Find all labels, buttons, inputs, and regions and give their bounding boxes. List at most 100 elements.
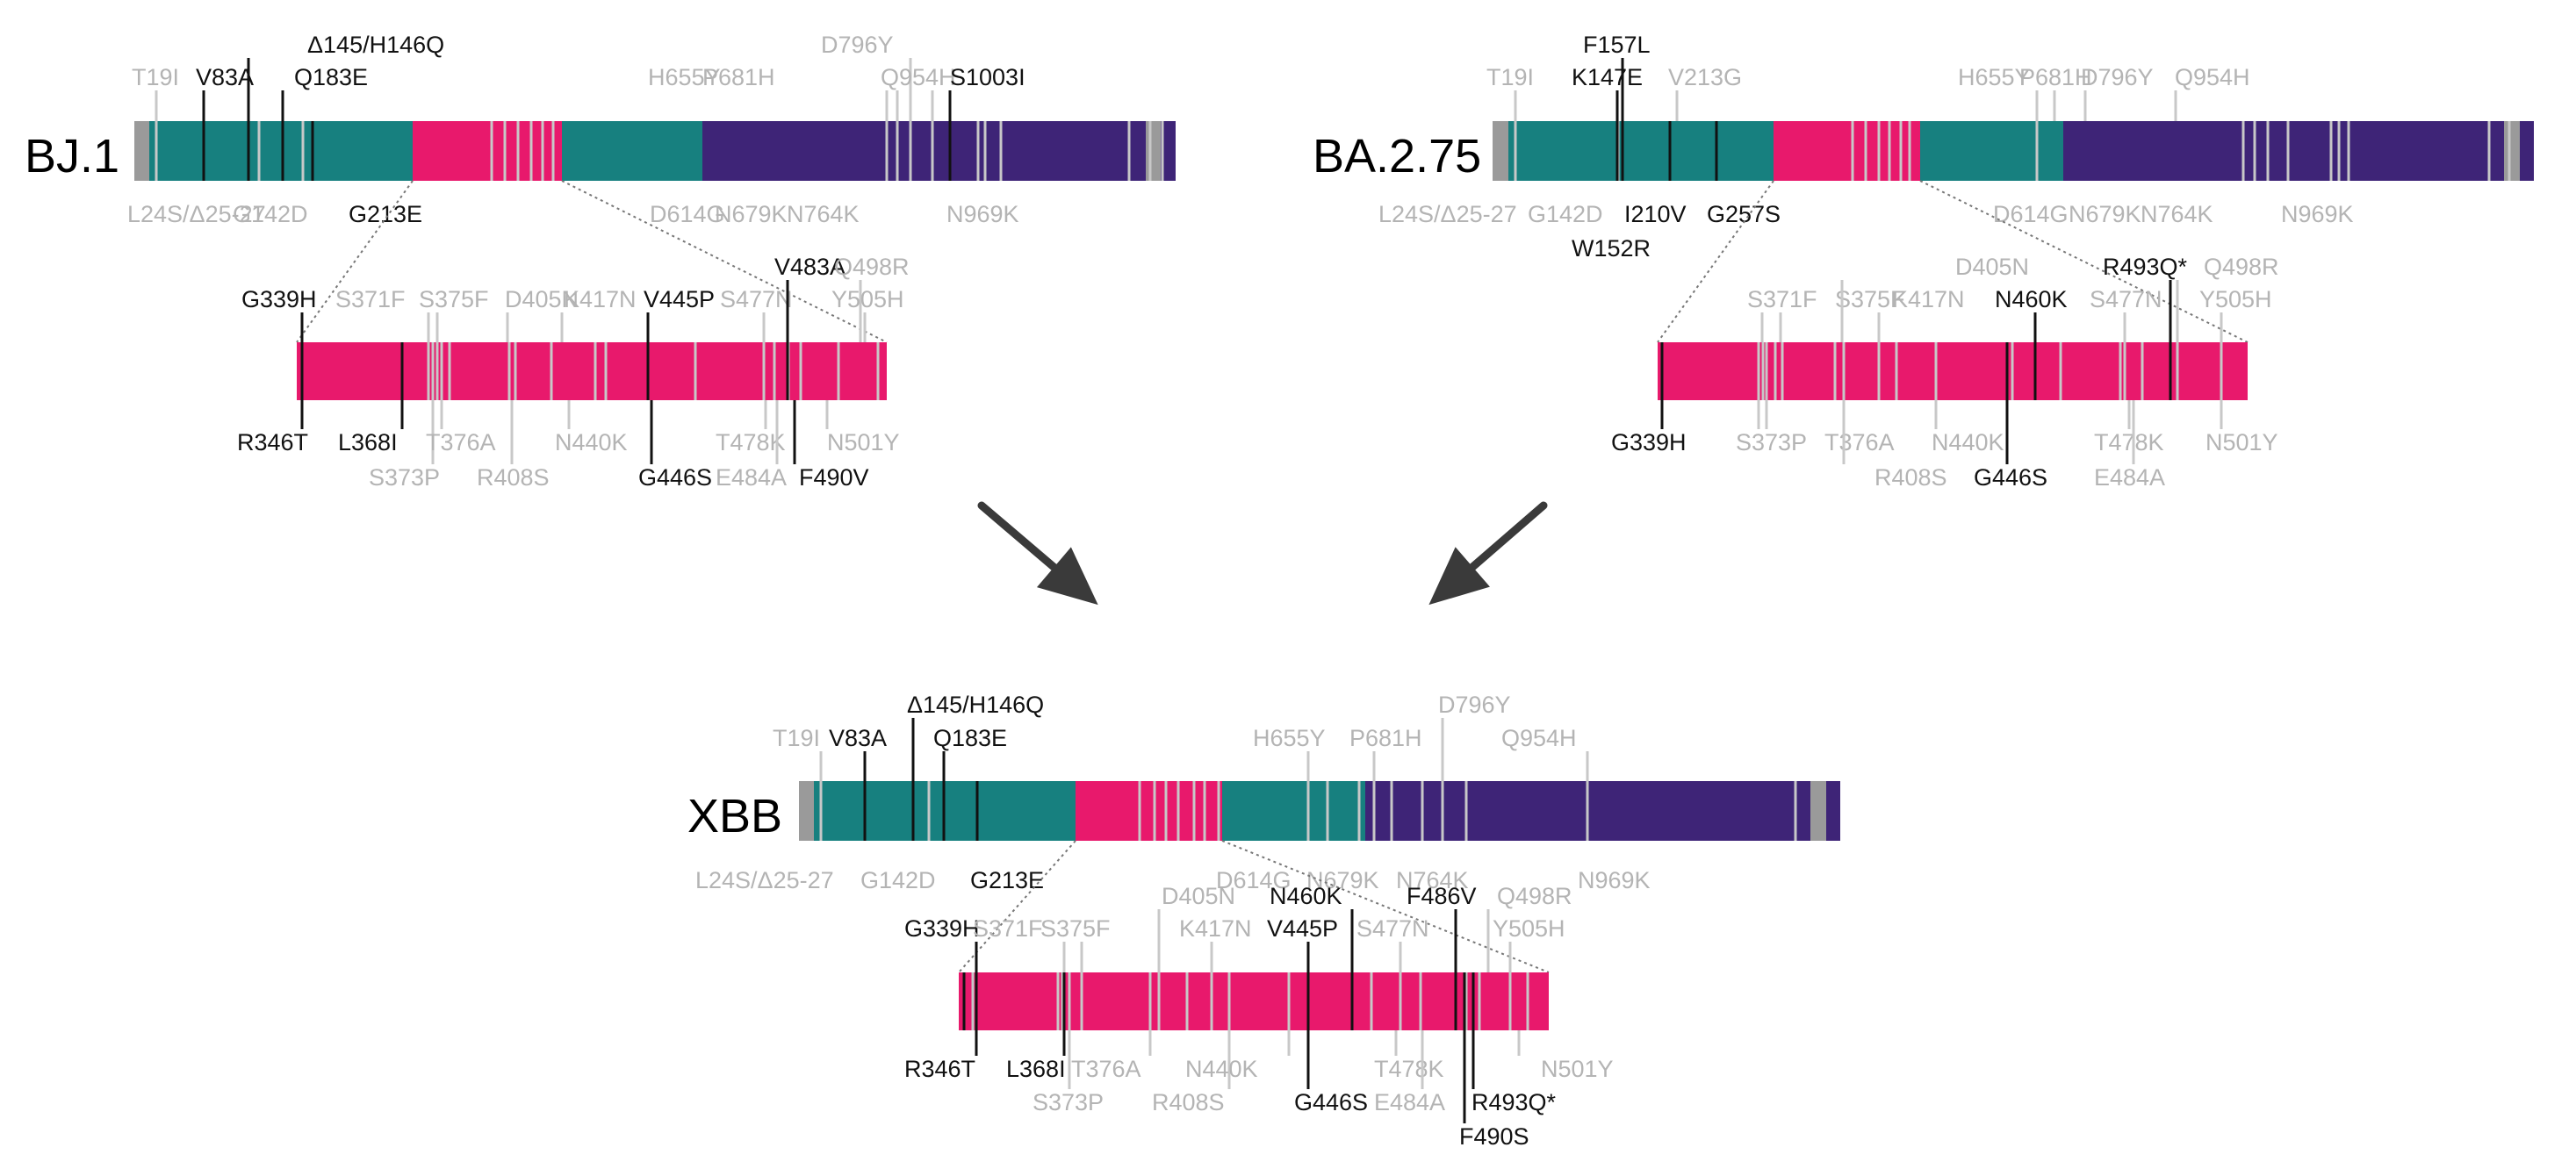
rbd-label-above: S477N — [1356, 915, 1429, 942]
spike-label-above: Q954H — [881, 64, 956, 90]
spike-segment-ntd — [1508, 121, 1774, 181]
spike-segment-s2 — [1161, 121, 1176, 181]
rbd-label-above: Q498R — [1497, 883, 1572, 909]
rbd-label-above: V445P — [1267, 915, 1338, 942]
rbd-bar — [297, 342, 887, 400]
rbd-label-above: F486V — [1407, 883, 1477, 909]
variant-name-ba-2-75: BA.2.75 — [1313, 130, 1481, 183]
spike-label-above: D796Y — [2081, 64, 2154, 90]
spike-segment-s2 — [702, 121, 1146, 181]
rbd-label-above: S371F — [1747, 286, 1817, 312]
spike-segment-rbd — [413, 121, 562, 181]
rbd-label-above: S375F — [1835, 286, 1905, 312]
rbd-bar — [1658, 342, 2248, 400]
spike-label-below: D614G — [1993, 201, 2069, 227]
spike-label-above: Δ145/H146Q — [307, 32, 444, 58]
rbd-label-below: R346T — [904, 1056, 975, 1082]
spike-segment-terminal — [1146, 121, 1161, 181]
spike-segment-ntd — [1222, 781, 1365, 841]
rbd-label-below: L368I — [338, 429, 398, 455]
spike-label-below: N969K — [1578, 867, 1651, 893]
rbd-label-below: E484A — [1374, 1089, 1445, 1115]
rbd-label-below: N501Y — [827, 429, 900, 455]
spike-label-above: H655Y — [648, 64, 721, 90]
rbd-label-below: G446S — [638, 464, 712, 491]
zoom-line-left — [296, 180, 414, 343]
arrow-bj1-to-xbb-head — [1036, 547, 1098, 606]
spike-segment-terminal — [134, 121, 149, 181]
spike-segment-rbd — [1774, 121, 1920, 181]
spike-segment-s2 — [1826, 781, 1840, 841]
rbd-label-above: D405N — [1162, 883, 1235, 909]
spike-segment-terminal — [799, 781, 814, 841]
spike-label-above: Q183E — [933, 725, 1007, 751]
rbd-label-above: G339H — [241, 286, 317, 312]
spike-label-above: T19I — [773, 725, 820, 751]
spike-segment-terminal — [2504, 121, 2520, 181]
rbd-label-above: R493Q* — [2103, 254, 2188, 280]
spike-label-below: G142D — [1528, 201, 1603, 227]
rbd-label-below: N501Y — [2205, 429, 2278, 455]
spike-label-below: I210V — [1624, 201, 1687, 227]
spike-label-above: T19I — [132, 64, 179, 90]
spike-label-above: P681H — [1349, 725, 1422, 751]
rbd-label-above: V483A — [774, 254, 845, 280]
zoom-line-right — [561, 180, 888, 343]
spike-segment-s2 — [2063, 121, 2504, 181]
spike-label-above: P681H — [702, 64, 775, 90]
zoom-line-left — [958, 840, 1076, 973]
rbd-label-below: T478K — [716, 429, 786, 455]
spike-label-below: G142D — [233, 201, 308, 227]
spike-label-below: N969K — [2281, 201, 2354, 227]
rbd-label-below: R346T — [237, 429, 308, 455]
rbd-label-below: T478K — [1374, 1056, 1444, 1082]
rbd-label-above: N460K — [1270, 883, 1342, 909]
rbd-label-below: S373P — [369, 464, 440, 491]
rbd-label-below: F490S — [1459, 1123, 1529, 1150]
rbd-label-below: N440K — [555, 429, 628, 455]
rbd-label-below: N501Y — [1541, 1056, 1614, 1082]
rbd-label-above: K417N — [1892, 286, 1965, 312]
rbd-label-above: Q498R — [834, 254, 910, 280]
rbd-label-below: N440K — [1185, 1056, 1258, 1082]
spike-segment-ntd — [149, 121, 413, 181]
rbd-label-above: S371F — [973, 915, 1043, 942]
rbd-label-below: F490V — [799, 464, 869, 491]
spike-label-below: L24S/Δ25-27 — [127, 201, 266, 227]
spike-label-above: T19I — [1486, 64, 1534, 90]
rbd-label-below: E484A — [716, 464, 787, 491]
spike-label-below: L24S/Δ25-27 — [1378, 201, 1517, 227]
spike-segment-terminal — [1493, 121, 1508, 181]
spike-label-below: W152R — [1572, 235, 1651, 262]
rbd-label-above: S375F — [1040, 915, 1111, 942]
arrow-ba275-to-xbb-head — [1428, 547, 1490, 606]
spike-label-below: D614G — [1216, 867, 1292, 893]
rbd-label-below: G339H — [1611, 429, 1687, 455]
rbd-label-below: L368I — [1006, 1056, 1066, 1082]
spike-segment-s2 — [2520, 121, 2534, 181]
spike-label-above: P681H — [2019, 64, 2092, 90]
rbd-label-above: S375F — [419, 286, 489, 312]
rbd-label-above: K417N — [564, 286, 637, 312]
rbd-label-above: V445P — [644, 286, 715, 312]
variant-name-bj-1: BJ.1 — [25, 130, 119, 183]
variant-name-xbb: XBB — [687, 790, 782, 843]
spike-label-below: N679K — [715, 201, 788, 227]
rbd-label-above: S477N — [720, 286, 793, 312]
rbd-label-above: K417N — [1179, 915, 1252, 942]
spike-label-above: H655Y — [1253, 725, 1326, 751]
spike-label-below: D614G — [650, 201, 725, 227]
spike-label-above: V213G — [1668, 64, 1742, 90]
rbd-label-above: N460K — [1995, 286, 2068, 312]
spike-segment-rbd — [1076, 781, 1222, 841]
spike-label-above: V83A — [196, 64, 254, 90]
rbd-label-below: R408S — [1874, 464, 1947, 491]
rbd-label-above: Y505H — [831, 286, 904, 312]
rbd-label-below: N440K — [1932, 429, 2004, 455]
spike-label-below: N764K — [787, 201, 860, 227]
spike-label-below: G257S — [1707, 201, 1781, 227]
rbd-label-below: T376A — [1071, 1056, 1141, 1082]
spike-segment-terminal — [1810, 781, 1826, 841]
